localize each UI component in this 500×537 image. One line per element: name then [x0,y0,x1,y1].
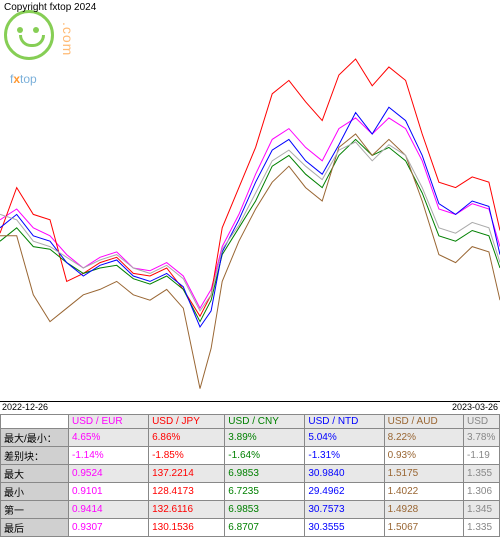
table-cell: 0.9101 [69,483,149,501]
series-usd_ntd [0,107,500,327]
col-header: USD [464,415,500,429]
watermark-logo: .com fxtop [4,10,54,60]
col-header: USD / CNY [225,415,305,429]
series-usd_extra [0,142,500,311]
table-cell: 30.3555 [305,519,384,537]
table-cell: 5.04% [305,429,384,447]
x-axis-end: 2023-03-26 [452,402,498,412]
table-cell: -1.64% [225,447,305,465]
series-usd_eur [0,118,500,308]
watermark-com: .com [60,22,76,56]
table-cell: 1.355 [464,465,500,483]
table-cell: -1.14% [69,447,149,465]
table-cell: 1.335 [464,519,500,537]
table-cell: 3.89% [225,429,305,447]
table-cell: 4.65% [69,429,149,447]
chart-area: Copyright fxtop 2024 .com fxtop [0,0,500,402]
table-cell: 1.306 [464,483,500,501]
table-cell: 130.1536 [149,519,225,537]
table-cell: 1.4022 [384,483,463,501]
table-cell: 30.7573 [305,501,384,519]
table-cell: 1.5067 [384,519,463,537]
row-header: 第一 [1,501,69,519]
watermark-brand: fxtop [10,72,37,86]
table-cell: 1.4928 [384,501,463,519]
row-header: 最后 [1,519,69,537]
col-header: USD / EUR [69,415,149,429]
table-cell: 29.4962 [305,483,384,501]
table-cell: 6.9853 [225,465,305,483]
x-axis-start: 2022-12-26 [2,402,48,412]
table-cell: 0.9307 [69,519,149,537]
table-cell: 6.86% [149,429,225,447]
chart-lines [0,0,500,402]
row-header: 最大 [1,465,69,483]
table-cell: 137.2214 [149,465,225,483]
table-cell: 1.345 [464,501,500,519]
table-cell: 132.6116 [149,501,225,519]
table-cell: 8.22% [384,429,463,447]
table-cell: 1.5175 [384,465,463,483]
table-cell: 0.9414 [69,501,149,519]
col-header: USD / JPY [149,415,225,429]
copyright-text: Copyright fxtop 2024 [4,2,96,13]
table-cell: 0.9524 [69,465,149,483]
table-cell: 3.78% [464,429,500,447]
series-usd_cny [0,139,500,321]
table-cell: -1.85% [149,447,225,465]
table-cell: 30.9840 [305,465,384,483]
row-header: 差别块： [1,447,69,465]
table-cell: 128.4173 [149,483,225,501]
table-cell: 0.93% [384,447,463,465]
table-cell: -1.19 [464,447,500,465]
table-cell: -1.31% [305,447,384,465]
x-axis-labels: 2022-12-26 2023-03-26 [0,402,500,414]
row-header: 最小 [1,483,69,501]
table-cell: 6.8707 [225,519,305,537]
table-corner [1,415,69,429]
table-cell: 6.7235 [225,483,305,501]
col-header: USD / AUD [384,415,463,429]
table-cell: 6.9853 [225,501,305,519]
row-header: 最大/最小： [1,429,69,447]
col-header: USD / NTD [305,415,384,429]
data-table: USD / EURUSD / JPYUSD / CNYUSD / NTDUSD … [0,414,500,537]
